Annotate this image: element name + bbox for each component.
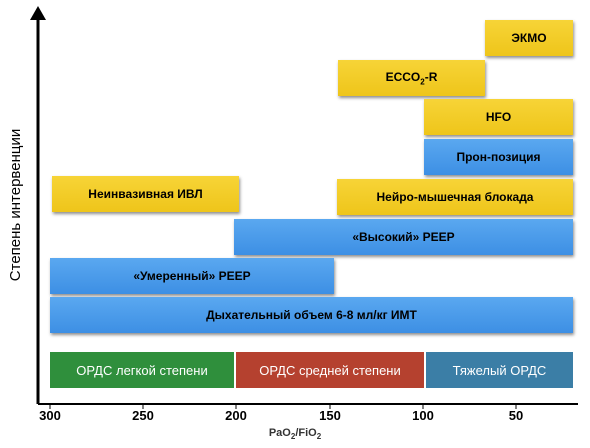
tidal-volume-bar: Дыхательный объем 6-8 мл/кг ИМТ [50,297,573,333]
ecmo-bar: ЭКМО [485,20,573,56]
moderate-peep-bar: «Умеренный» PEEP [50,258,334,294]
neuromuscular-blockade-label: Нейро-мышечная блокада [376,190,534,204]
y-axis-label: Степень интервенции [7,128,24,282]
x-tick-label-300: 300 [39,408,61,423]
x-tick-label-150: 150 [319,408,341,423]
moderate-ards-band: ОРДС средней степени [236,352,424,388]
prone-position-bar: Прон-позиция [424,139,573,175]
ecmo-label: ЭКМО [511,31,547,45]
niv-bar: Неинвазивная ИВЛ [52,176,239,212]
neuromuscular-blockade-bar: Нейро-мышечная блокада [337,179,573,215]
ecco2r-bar: ECCO2-R [338,60,485,96]
niv-label: Неинвазивная ИВЛ [88,187,203,201]
mild-ards-label: ОРДС легкой степени [76,362,208,378]
ecco2r-label: ECCO2-R [385,69,438,87]
severe-ards-band: Тяжелый ОРДС [426,352,573,388]
high-peep-bar: «Высокий» PEEP [234,219,573,255]
x-tick-label-200: 200 [225,408,247,423]
moderate-peep-label: «Умеренный» PEEP [133,269,251,283]
x-tick-label-250: 250 [132,408,154,423]
severe-ards-label: Тяжелый ОРДС [452,362,547,378]
hfo-label: HFO [485,110,512,124]
tidal-volume-label: Дыхательный объем 6-8 мл/кг ИМТ [206,308,417,322]
high-peep-label: «Высокий» PEEP [352,230,455,244]
hfo-bar: HFO [424,99,573,135]
prone-position-label: Прон-позиция [456,150,541,164]
moderate-ards-label: ОРДС средней степени [259,362,401,378]
x-tick-label-100: 100 [412,408,434,423]
y-axis-arrow [30,6,46,20]
x-tick-label-50: 50 [508,408,524,423]
x-axis-label: PaO2/FiO2 [268,427,322,442]
mild-ards-band: ОРДС легкой степени [50,352,234,388]
